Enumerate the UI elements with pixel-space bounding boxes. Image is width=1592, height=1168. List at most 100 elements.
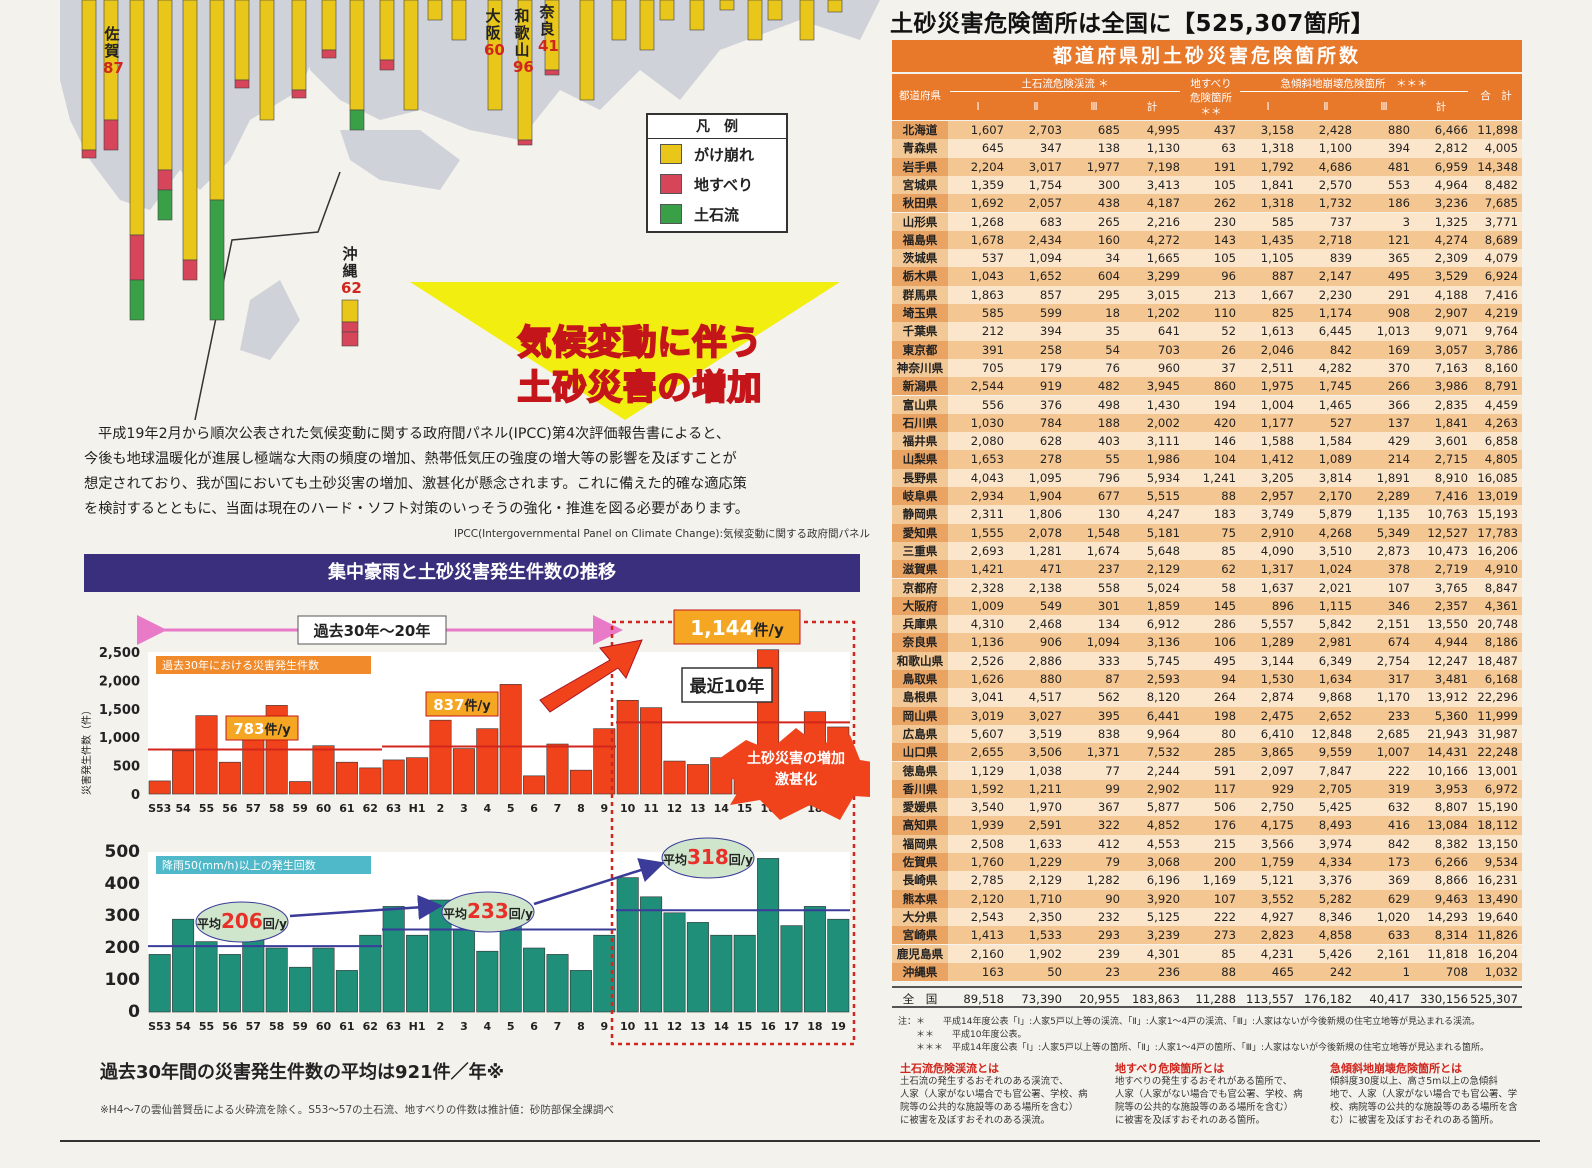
map-bar-segment [427, 0, 443, 21]
table-cell: 2,886 [1028, 653, 1062, 668]
table-cell: 1,318 [1260, 196, 1294, 211]
map-bar-segment [639, 0, 655, 51]
bar [148, 780, 171, 795]
table-cell: 105 [1213, 177, 1236, 192]
pref-label-okinawa: 沖縄 62 [341, 246, 362, 297]
table-cell: 232 [1097, 909, 1120, 924]
average-unit: 回/y [263, 917, 287, 931]
row-pref-name: 長野県 [892, 468, 948, 487]
average-unit: 件/y [465, 698, 492, 714]
table-cell: 3,019 [970, 708, 1004, 723]
burst-shape [710, 728, 870, 820]
table-cell: 212 [981, 324, 1004, 339]
table-cell: 429 [1387, 434, 1410, 449]
x-tick-label: H1 [409, 1020, 426, 1033]
row-pref-name: 千葉県 [892, 322, 948, 341]
table-cell: 1,289 [1260, 635, 1294, 650]
def-line: 校、病院等の公共的な施設等のある場所を含 [1330, 1102, 1518, 1113]
table-cell: 3,413 [1146, 177, 1180, 192]
table-cell: 1,030 [970, 415, 1004, 430]
table-cell: 239 [1097, 946, 1120, 961]
table-cell: 2,543 [970, 909, 1004, 924]
map-bar-segment [689, 0, 705, 31]
table-row: 熊本県 2,120 1,710 90 3,920 107 3,552 5,282 629 9,46… [892, 889, 1522, 908]
table-header: 都道府県 土石流危険渓流 ＊ 地すべり 危険箇所 ＊＊ 急傾斜地崩壊危険箇所 ＊… [892, 74, 1522, 120]
table-cell: 88 [1221, 489, 1236, 503]
bar [172, 750, 195, 795]
average-unit: 件/y [754, 621, 784, 639]
table-cell: 685 [1097, 123, 1120, 137]
table-cell: 370 [1387, 360, 1410, 375]
table-cell: 4,927 [1260, 909, 1294, 924]
table-cell: 1,732 [1318, 196, 1352, 211]
table-cell: 18,112 [1477, 818, 1518, 833]
panel-title-bg [156, 656, 371, 674]
table-cell: 1,533 [1028, 928, 1062, 943]
x-tick-label: 63 [386, 1020, 401, 1033]
map-bar-segment [129, 234, 145, 281]
table-cell: 1,211 [1028, 781, 1062, 796]
table-cell: 2,593 [1146, 672, 1180, 686]
table-cell: 3,566 [1260, 836, 1294, 851]
table-cell: 62 [1221, 562, 1236, 577]
table-cell: 3,158 [1260, 123, 1294, 137]
table-cell: 2,570 [1318, 177, 1352, 192]
table-cell: 394 [1387, 141, 1410, 156]
average-label: 平均206回/y [197, 909, 287, 933]
table-cell: 194 [1213, 397, 1236, 412]
x-tick-label: 17 [784, 1020, 799, 1033]
table-cell: 5,879 [1318, 507, 1352, 522]
row-pref-name: 高知県 [892, 816, 948, 835]
legend-item: 土石流 [648, 199, 786, 229]
table-cell: 2,350 [1028, 909, 1062, 924]
average-bubble [661, 837, 755, 879]
table-cell: 4,964 [1434, 177, 1468, 192]
bar [382, 759, 405, 795]
table-row: 青森県 645 347 138 1,130 63 1,318 1,100 394 2,812 4,0… [892, 139, 1522, 158]
table-cell: 481 [1387, 159, 1410, 174]
table-cell: 9,534 [1484, 855, 1518, 869]
table-cell: 15,190 [1477, 800, 1518, 815]
table-cell: 121 [1387, 232, 1410, 247]
table-cell: 21,943 [1427, 726, 1468, 741]
table-cell: 301 [1097, 598, 1120, 613]
table-cell: 237 [1097, 562, 1120, 577]
chart-annotations: 過去30年～20年最近10年783件/y837件/y1,144件/y土砂災害の増… [137, 609, 870, 1046]
table-cell: 285 [1213, 745, 1236, 760]
table-cell: 18,487 [1477, 653, 1518, 668]
table-cell: 3,239 [1146, 928, 1180, 943]
table-cell: 18 [1105, 306, 1120, 320]
x-tick-label: 58 [269, 1020, 284, 1033]
th-landslide-1: 地すべり [1190, 78, 1232, 90]
row-pref-name: 群馬県 [892, 285, 948, 304]
table-cell: 437 [1213, 123, 1236, 137]
table-cell: 5,125 [1146, 909, 1180, 924]
table-cell: 1,318 [1260, 141, 1294, 156]
table-cell: 5,648 [1146, 543, 1180, 558]
table-cell: 1,939 [970, 818, 1004, 833]
table-row: 長崎県 2,785 2,129 1,282 6,196 1,169 5,121 3,376 36… [892, 871, 1522, 890]
map-bar-segment [799, 0, 815, 41]
y-tick-label: 400 [105, 874, 141, 894]
table-cell: 8,689 [1484, 232, 1518, 247]
th-debris: 土石流危険渓流 ＊ [950, 78, 1180, 92]
table-cell: 3,376 [1318, 873, 1352, 888]
table-cell: 169 [1387, 342, 1410, 357]
table-note: 注：＊ 平成14年度公表「Ⅰ」:人家5戸以上等の渓流、「Ⅱ」:人家1～4戸の渓流… [898, 1017, 1481, 1027]
row-pref-name: 福井県 [892, 432, 948, 451]
table-cell: 137 [1387, 415, 1410, 430]
table-cell: 188 [1097, 415, 1120, 430]
table-row: 広島県 5,607 3,519 838 9,964 80 6,410 12,848 2,685 2… [892, 724, 1522, 744]
table-cell: 3 [1402, 214, 1410, 229]
table-cell: 5,425 [1318, 800, 1352, 815]
burst-line2: 激甚化 [775, 771, 817, 788]
map-bar-segment [321, 49, 337, 59]
bar [593, 728, 616, 795]
table-cell: 3,865 [1260, 745, 1294, 760]
table-cell: 23 [1105, 964, 1120, 979]
map-bar-segment [182, 259, 198, 281]
table-cell: 4,175 [1260, 818, 1294, 833]
bar [195, 715, 218, 795]
map-bar-segment [487, 0, 503, 111]
